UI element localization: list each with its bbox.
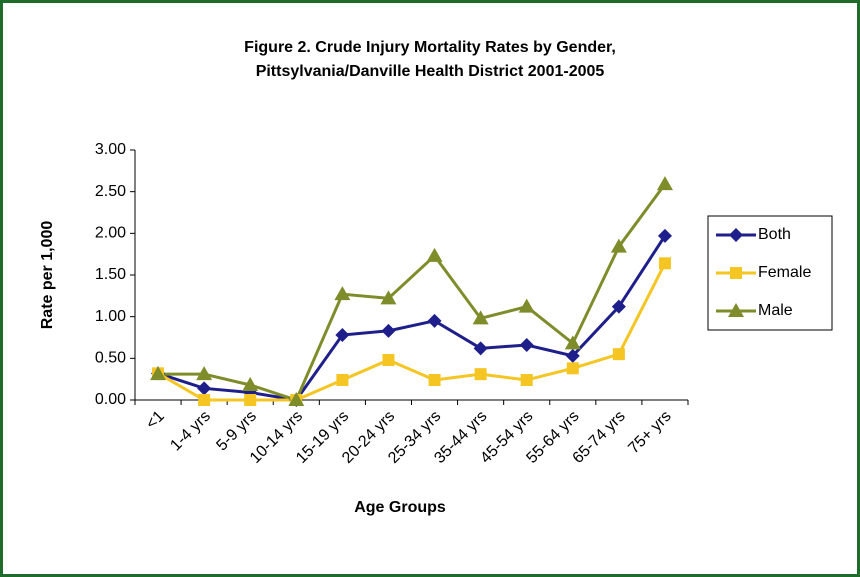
marker	[427, 313, 442, 328]
marker	[566, 362, 579, 375]
y-tick-label: 2.00	[95, 225, 126, 242]
y-tick-label: 3.00	[95, 141, 126, 158]
marker	[520, 374, 533, 386]
marker	[565, 348, 580, 363]
marker	[729, 228, 743, 242]
marker	[196, 366, 213, 381]
y-tick-label: 0.00	[95, 391, 126, 408]
marker	[472, 310, 489, 325]
marker	[382, 354, 395, 366]
marker	[612, 348, 625, 361]
marker	[564, 335, 581, 350]
y-tick-label: 0.50	[95, 350, 126, 367]
marker	[335, 328, 350, 342]
marker	[336, 374, 349, 386]
legend-label: Female	[758, 264, 811, 281]
x-axis-title: Age Groups	[354, 499, 446, 516]
marker	[150, 366, 167, 381]
marker	[380, 290, 397, 305]
marker	[244, 394, 257, 406]
y-tick-label: 1.50	[95, 266, 126, 283]
y-tick-label: 1.00	[95, 308, 126, 325]
chart-title: Figure 2. Crude Injury Mortality Rates b…	[244, 39, 616, 56]
marker	[658, 257, 671, 270]
marker	[428, 374, 441, 386]
marker	[518, 298, 535, 313]
marker	[610, 238, 627, 253]
legend-label: Male	[758, 302, 793, 319]
marker	[474, 368, 487, 381]
series-line	[157, 262, 667, 402]
marker	[728, 303, 744, 317]
marker	[198, 394, 211, 406]
marker	[426, 247, 443, 262]
y-tick-label: 2.50	[95, 183, 126, 200]
marker	[242, 377, 259, 391]
marker	[197, 381, 212, 396]
y-axis-title: Rate per 1,000	[39, 221, 56, 330]
marker	[334, 286, 351, 301]
marker	[519, 338, 534, 352]
marker	[473, 341, 488, 356]
series-line	[157, 235, 667, 402]
chart-title: Pittsylvania/Danville Health District 20…	[256, 63, 605, 80]
marker	[730, 267, 742, 279]
marker	[657, 228, 672, 243]
marker	[381, 323, 396, 338]
marker	[656, 176, 673, 191]
series-line	[158, 183, 667, 402]
marker	[611, 299, 626, 314]
marker	[288, 392, 305, 406]
legend-label: Both	[758, 226, 791, 243]
